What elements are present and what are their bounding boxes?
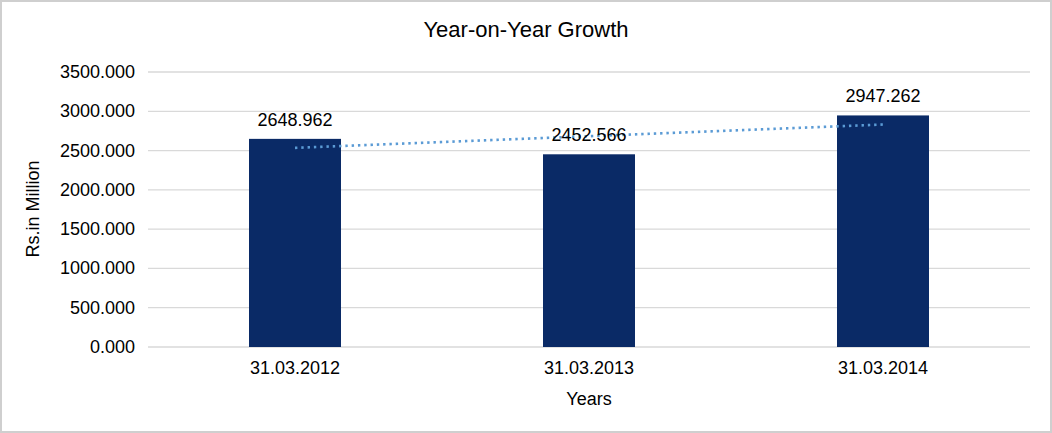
y-tick-label: 1500.000	[60, 219, 135, 239]
chart-title: Year-on-Year Growth	[2, 17, 1050, 43]
plot-area: 3500.000 3000.000 2500.000 2000.000 1500.000…	[2, 2, 1052, 433]
y-tick-label: 0.000	[90, 337, 135, 357]
bar	[543, 154, 635, 347]
y-tick-label: 2500.000	[60, 141, 135, 161]
bar-value-label: 2648.962	[257, 110, 332, 130]
y-axis-title: Rs.in Million	[23, 160, 44, 257]
bar-value-label: 2947.262	[845, 86, 920, 106]
x-tick-label: 31.03.2013	[544, 358, 634, 378]
y-tick-label: 3500.000	[60, 62, 135, 82]
bar	[249, 139, 341, 347]
x-axis-title: Years	[148, 389, 1030, 410]
x-tick-label: 31.03.2014	[838, 358, 928, 378]
bar-value-label: 2452.566	[551, 125, 626, 145]
x-tick-label: 31.03.2012	[250, 358, 340, 378]
y-tick-label: 2000.000	[60, 180, 135, 200]
y-tick-label: 3000.000	[60, 101, 135, 121]
y-tick-label: 1000.000	[60, 258, 135, 278]
y-tick-label: 500.000	[70, 298, 135, 318]
bar	[837, 115, 929, 347]
chart-frame: 3500.000 3000.000 2500.000 2000.000 1500.000…	[0, 0, 1052, 433]
